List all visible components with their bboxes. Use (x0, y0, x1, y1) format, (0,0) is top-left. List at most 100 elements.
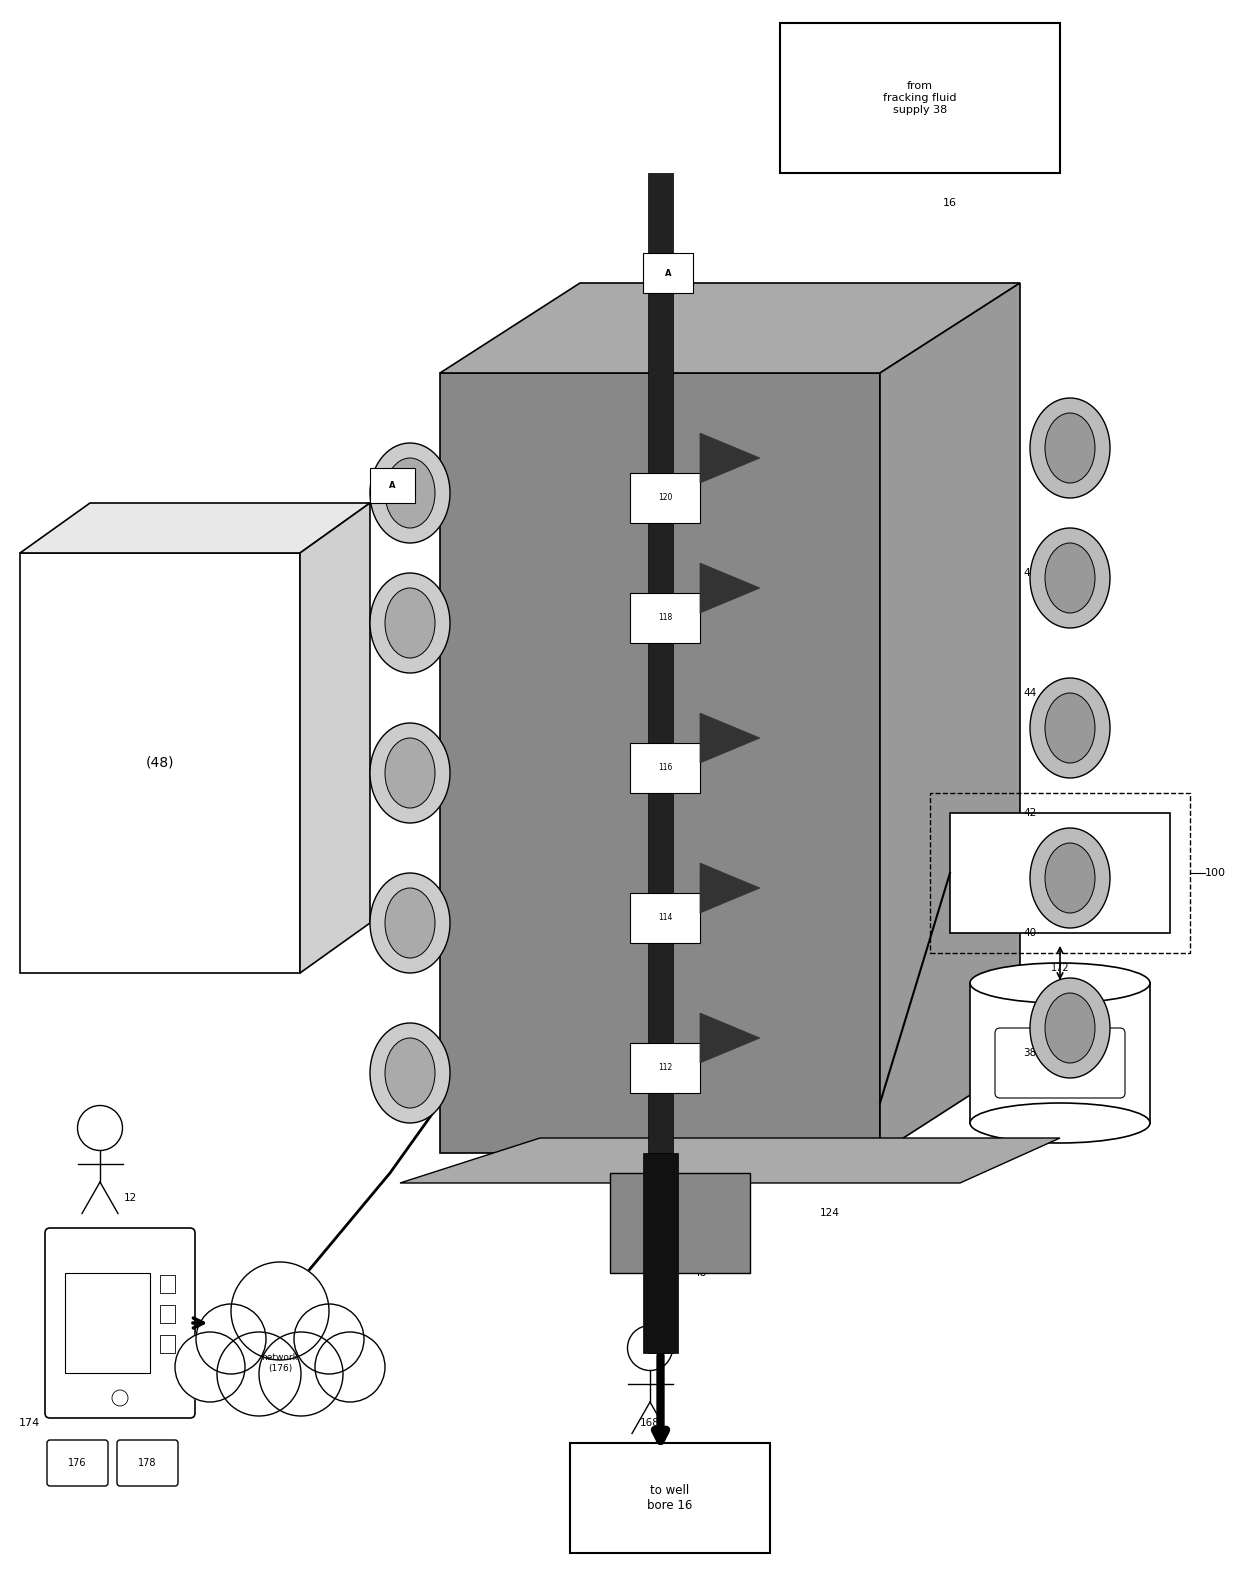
Text: 112: 112 (658, 1063, 672, 1073)
Polygon shape (300, 503, 370, 974)
Bar (630, 742, 701, 793)
Ellipse shape (370, 573, 450, 673)
Polygon shape (440, 373, 880, 1153)
Text: to well
bore 16: to well bore 16 (647, 1483, 693, 1512)
FancyBboxPatch shape (47, 1439, 108, 1486)
Text: 32: 32 (383, 779, 397, 788)
Ellipse shape (370, 444, 450, 543)
Text: 46: 46 (1023, 568, 1037, 577)
Text: 34: 34 (383, 628, 397, 639)
Circle shape (259, 1332, 343, 1416)
FancyBboxPatch shape (994, 1029, 1125, 1098)
Ellipse shape (1030, 827, 1110, 928)
Ellipse shape (1045, 414, 1095, 483)
Bar (160, 1306, 175, 1323)
Ellipse shape (370, 724, 450, 823)
Bar (780, 24, 1060, 173)
Ellipse shape (384, 458, 435, 529)
Ellipse shape (384, 889, 435, 958)
Bar (642, 1153, 677, 1353)
Circle shape (294, 1304, 365, 1373)
Text: 12: 12 (123, 1192, 136, 1203)
Bar (930, 793, 1190, 953)
FancyBboxPatch shape (45, 1229, 195, 1417)
Text: (48): (48) (146, 757, 175, 771)
Text: processing
system 122: processing system 122 (1029, 862, 1090, 884)
Ellipse shape (370, 1022, 450, 1123)
Polygon shape (701, 433, 760, 483)
Polygon shape (701, 713, 760, 763)
Ellipse shape (1045, 843, 1095, 912)
Text: 108: 108 (430, 628, 450, 639)
Text: 172: 172 (1050, 963, 1069, 974)
Text: A: A (389, 481, 396, 491)
Bar (970, 983, 1149, 1123)
Text: 106: 106 (430, 768, 450, 779)
Text: 102: 102 (430, 1063, 450, 1073)
Ellipse shape (1045, 993, 1095, 1063)
Text: 118: 118 (658, 613, 672, 623)
Ellipse shape (384, 1038, 435, 1107)
Circle shape (315, 1332, 384, 1402)
Ellipse shape (384, 588, 435, 658)
Polygon shape (701, 1013, 760, 1063)
Bar (610, 1173, 750, 1273)
Circle shape (231, 1262, 329, 1361)
Bar (570, 1442, 770, 1553)
Text: 38: 38 (1023, 1048, 1037, 1059)
Bar (160, 1276, 175, 1293)
Ellipse shape (1045, 543, 1095, 613)
Ellipse shape (1030, 678, 1110, 779)
Ellipse shape (1030, 529, 1110, 628)
Text: 40: 40 (1023, 928, 1037, 938)
Polygon shape (20, 503, 370, 554)
Bar (64, 1273, 150, 1373)
Ellipse shape (970, 1103, 1149, 1144)
Text: 42: 42 (1023, 809, 1037, 818)
Circle shape (175, 1332, 246, 1402)
FancyBboxPatch shape (117, 1439, 179, 1486)
Polygon shape (20, 554, 300, 974)
Text: A: A (665, 269, 671, 277)
Bar (630, 593, 701, 643)
Text: network
(176): network (176) (262, 1353, 299, 1373)
Text: 30: 30 (383, 928, 397, 938)
Bar (630, 473, 701, 522)
Bar (649, 173, 673, 1353)
Bar (630, 893, 701, 942)
Text: 16: 16 (942, 198, 957, 208)
Polygon shape (440, 283, 1021, 373)
Ellipse shape (970, 963, 1149, 1004)
Text: FIG. 2: FIG. 2 (1060, 1046, 1100, 1060)
Text: 174: 174 (19, 1417, 40, 1428)
Text: 48: 48 (693, 1268, 707, 1277)
Circle shape (217, 1332, 301, 1416)
Text: 170: 170 (1050, 1059, 1069, 1068)
Ellipse shape (1030, 978, 1110, 1078)
Ellipse shape (370, 873, 450, 974)
Text: 110: 110 (430, 488, 450, 499)
Text: 44: 44 (1023, 687, 1037, 698)
Ellipse shape (1045, 694, 1095, 763)
Text: 120: 120 (657, 494, 672, 502)
Polygon shape (880, 283, 1021, 1153)
Text: 116: 116 (657, 763, 672, 772)
Text: 104: 104 (430, 919, 450, 928)
Text: 178: 178 (138, 1458, 156, 1468)
Bar (370, 469, 415, 503)
Text: 36: 36 (383, 499, 397, 508)
Polygon shape (701, 864, 760, 912)
Bar (950, 813, 1171, 933)
Text: 114: 114 (657, 914, 672, 922)
Bar (160, 1335, 175, 1353)
Ellipse shape (1030, 398, 1110, 499)
Circle shape (112, 1391, 128, 1406)
Bar (644, 253, 693, 293)
Ellipse shape (384, 738, 435, 809)
Text: 124: 124 (820, 1208, 839, 1218)
Text: 176: 176 (68, 1458, 87, 1468)
Polygon shape (701, 563, 760, 613)
Polygon shape (401, 1137, 1060, 1183)
Text: 168: 168 (640, 1417, 660, 1428)
Text: from
fracking fluid
supply 38: from fracking fluid supply 38 (883, 82, 957, 115)
